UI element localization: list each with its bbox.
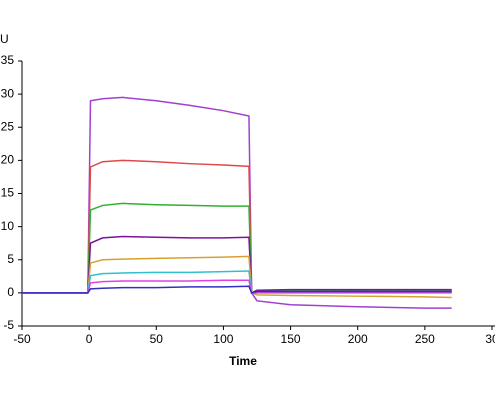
series-line: [22, 202, 452, 295]
series-line: [22, 255, 452, 299]
y-tick-label: 10: [1, 219, 15, 233]
series-line: [22, 159, 452, 294]
x-tick-label: 100: [213, 332, 233, 346]
series-line: [22, 285, 452, 294]
y-tick-label: 35: [1, 53, 15, 67]
series-line: [22, 96, 452, 309]
x-tick-label: 0: [86, 332, 93, 346]
x-tick-label: 50: [150, 332, 164, 346]
x-axis-label: Time: [229, 354, 257, 368]
y-tick-label: 20: [1, 153, 15, 167]
y-tick-label: 5: [7, 252, 14, 266]
y-tick-label: 15: [1, 186, 15, 200]
x-tick-label: 200: [348, 332, 368, 346]
y-tick-label: 30: [1, 86, 15, 100]
series-line: [22, 235, 452, 295]
x-tick-label: 30: [485, 332, 495, 346]
y-axis-label: U: [0, 32, 9, 46]
series-line: [22, 279, 452, 294]
x-tick-label: 250: [415, 332, 435, 346]
y-tick-label: -5: [3, 318, 14, 332]
x-tick-label: -50: [13, 332, 31, 346]
x-tick-label: 150: [281, 332, 301, 346]
y-tick-label: 0: [7, 285, 14, 299]
y-tick-label: 25: [1, 119, 15, 133]
